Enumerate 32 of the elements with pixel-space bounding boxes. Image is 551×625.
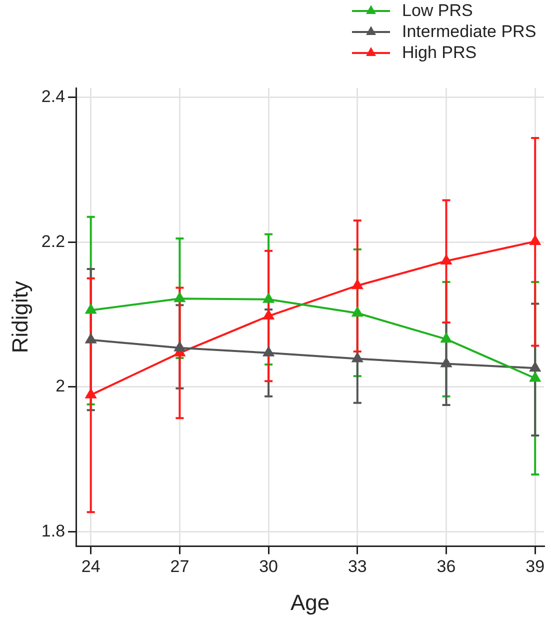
y-axis-title: Ridigity — [7, 281, 32, 354]
point — [440, 333, 452, 343]
point — [86, 334, 96, 344]
point — [263, 310, 274, 320]
x-tick-label: 36 — [436, 557, 456, 576]
point — [263, 293, 274, 303]
x-tick-label: 33 — [348, 557, 367, 576]
x-tick-label: 24 — [81, 557, 100, 576]
point — [530, 362, 540, 372]
point — [86, 388, 96, 398]
legend-label: Low PRS — [402, 0, 473, 20]
point — [440, 255, 452, 264]
point — [440, 358, 452, 368]
y-tick-label: 2.2 — [41, 232, 66, 251]
point — [263, 346, 274, 356]
x-tick-label: 27 — [170, 557, 190, 576]
y-tick-label: 2.4 — [41, 87, 66, 106]
y-tick-label: 1.8 — [41, 521, 66, 540]
point — [174, 342, 186, 352]
point — [530, 372, 540, 382]
y-tick-label: 2 — [56, 376, 66, 396]
point — [86, 304, 96, 314]
point — [174, 292, 186, 302]
x-axis-title: Age — [290, 590, 330, 615]
legend-label: High PRS — [402, 42, 477, 62]
x-tick-label: 39 — [526, 557, 545, 576]
point — [352, 307, 363, 317]
legend-label: Intermediate PRS — [402, 22, 536, 42]
point — [530, 235, 540, 245]
point — [352, 280, 363, 290]
point — [352, 352, 363, 362]
x-tick-label: 30 — [259, 557, 278, 576]
